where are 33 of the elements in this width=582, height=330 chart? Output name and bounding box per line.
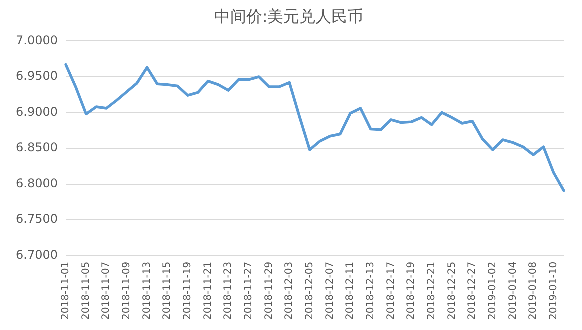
- y-tick-label: 6.7000: [16, 248, 58, 262]
- y-tick-label: 6.8500: [16, 140, 58, 155]
- y-tick-label: 6.9000: [16, 104, 58, 119]
- x-tick-label: 2018-11-01: [60, 262, 72, 320]
- x-tick-label: 2018-11-09: [122, 262, 133, 320]
- x-tick-label: 2018-12-11: [345, 262, 356, 320]
- x-tick-label: 2018-12-19: [406, 262, 418, 320]
- x-tick-label: 2018-12-21: [426, 262, 438, 320]
- x-tick-label: 2019-01-10: [548, 262, 560, 320]
- x-tick-label: 2018-12-17: [386, 262, 397, 320]
- y-tick-label: 6.9500: [16, 69, 58, 84]
- x-tick-label: 2018-12-03: [284, 262, 296, 320]
- y-tick-label: 6.8000: [16, 176, 58, 190]
- x-tick-label: 2018-11-15: [162, 262, 174, 320]
- x-tick-label: 2019-01-02: [487, 262, 498, 320]
- chart-title: 中间价:美元兑人民币: [214, 6, 364, 26]
- x-tick-label: 2018-12-07: [324, 262, 336, 320]
- x-tick-label: 2018-12-13: [365, 262, 376, 320]
- x-tick-label: 2018-11-23: [223, 262, 234, 320]
- x-tick-label: 2019-01-04: [508, 262, 519, 320]
- x-tick-label: 2018-11-29: [264, 262, 275, 320]
- x-tick-label: 2018-12-05: [304, 262, 316, 320]
- y-tick-label: 7.0000: [16, 33, 58, 48]
- y-tick-label: 6.7500: [16, 212, 58, 226]
- x-tick-label: 2018-11-05: [80, 262, 92, 320]
- x-tick-label: 2018-11-07: [101, 262, 112, 320]
- x-tick-label: 2018-11-19: [182, 262, 194, 320]
- x-tick-label: 2018-11-13: [142, 262, 153, 320]
- x-tick-label: 2019-01-08: [528, 262, 540, 320]
- x-tick-label: 2018-11-21: [202, 262, 214, 320]
- x-tick-label: 2018-12-25: [446, 262, 458, 320]
- x-tick-label: 2018-11-27: [244, 262, 255, 320]
- x-tick-label: 2018-12-27: [467, 262, 478, 320]
